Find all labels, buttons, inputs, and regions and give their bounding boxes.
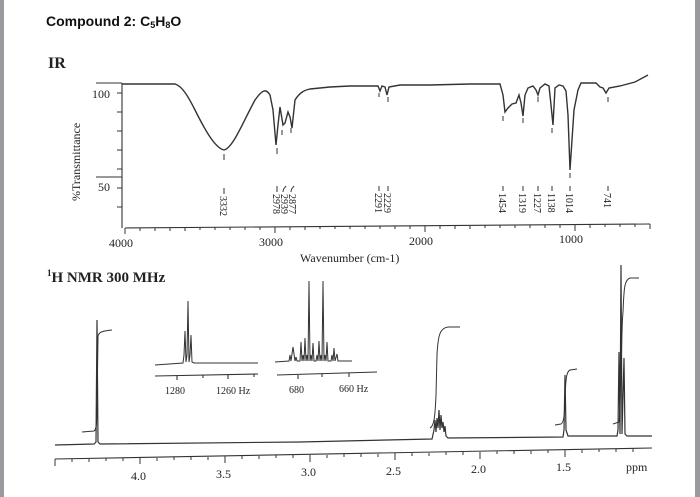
nmr-tick-2.0: 2.0 bbox=[471, 462, 486, 476]
ir-peak-1014: 1014 bbox=[563, 193, 574, 213]
ir-peak-2291: 2291 bbox=[372, 193, 383, 213]
ir-peak-3332: 3332 bbox=[217, 196, 228, 216]
inset2-tick-660: 660 Hz bbox=[339, 384, 369, 395]
nmr-integral-3 bbox=[554, 368, 578, 426]
nmr-spectrum-trace bbox=[54, 264, 652, 446]
ir-y-axis-label: %Transmittance bbox=[69, 123, 83, 201]
nmr-inset-triplet bbox=[154, 300, 259, 380]
ir-peak-741: 741 bbox=[601, 193, 612, 208]
nmr-tick-4.0: 4.0 bbox=[131, 469, 146, 483]
nmr-unit-label: ppm bbox=[626, 460, 648, 474]
nmr-inset-multiplet bbox=[274, 280, 378, 379]
ir-x-axis-label: Wavenumber (cm-1) bbox=[300, 251, 399, 265]
window-left-edge bbox=[0, 0, 4, 497]
ir-chart bbox=[96, 74, 651, 234]
ir-x-tick-4000: 4000 bbox=[109, 236, 133, 250]
ir-spectrum-trace bbox=[122, 74, 649, 171]
nmr-chart bbox=[54, 264, 653, 466]
ir-peak-2229: 2229 bbox=[381, 193, 392, 213]
nmr-tick-1.5: 1.5 bbox=[556, 460, 571, 474]
ir-x-tick-2000: 2000 bbox=[409, 234, 433, 248]
page-title: Compound 2: C5H8O bbox=[46, 13, 182, 30]
ir-peak-2877: 2877 bbox=[286, 194, 297, 214]
ir-peak-1454: 1454 bbox=[496, 193, 507, 213]
nmr-integral-2 bbox=[429, 326, 460, 429]
ir-labels: 100 50 %Transmittance 4000 3000 2000 100… bbox=[69, 87, 612, 265]
ir-y-tick-50: 50 bbox=[98, 180, 110, 194]
ir-peak-1138: 1138 bbox=[545, 193, 556, 213]
ir-x-tick-1000: 1000 bbox=[559, 232, 583, 246]
inset1-tick-1280: 1280 bbox=[165, 386, 185, 397]
inset1-tick-1260: 1260 Hz bbox=[216, 386, 251, 397]
ir-section-label: IR bbox=[48, 55, 66, 72]
ir-peak-2978: 2978 bbox=[270, 194, 281, 214]
ir-peak-2939: 2939 bbox=[278, 194, 289, 214]
ir-peak-1319: 1319 bbox=[516, 193, 527, 213]
ir-x-tick-3000: 3000 bbox=[259, 235, 283, 249]
ir-y-tick-100: 100 bbox=[92, 87, 110, 101]
window-scrollbar[interactable] bbox=[695, 0, 700, 497]
nmr-x-axis bbox=[54, 447, 653, 460]
nmr-integral-4 bbox=[612, 277, 639, 425]
title-prefix: Compound 2: bbox=[46, 13, 141, 29]
nmr-tick-3.0: 3.0 bbox=[301, 465, 316, 479]
nmr-labels: 4.0 3.5 3.0 2.5 2.0 1.5 ppm 1280 1260 Hz… bbox=[131, 384, 648, 483]
ir-x-axis bbox=[124, 223, 651, 229]
nmr-tick-3.5: 3.5 bbox=[216, 467, 231, 481]
ir-peak-1227: 1227 bbox=[531, 193, 542, 213]
nmr-section-label: 1H NMR 300 MHz bbox=[47, 268, 166, 286]
inset2-tick-680: 680 bbox=[289, 385, 304, 396]
nmr-tick-2.5: 2.5 bbox=[386, 464, 401, 478]
nmr-integral-1 bbox=[81, 329, 113, 433]
